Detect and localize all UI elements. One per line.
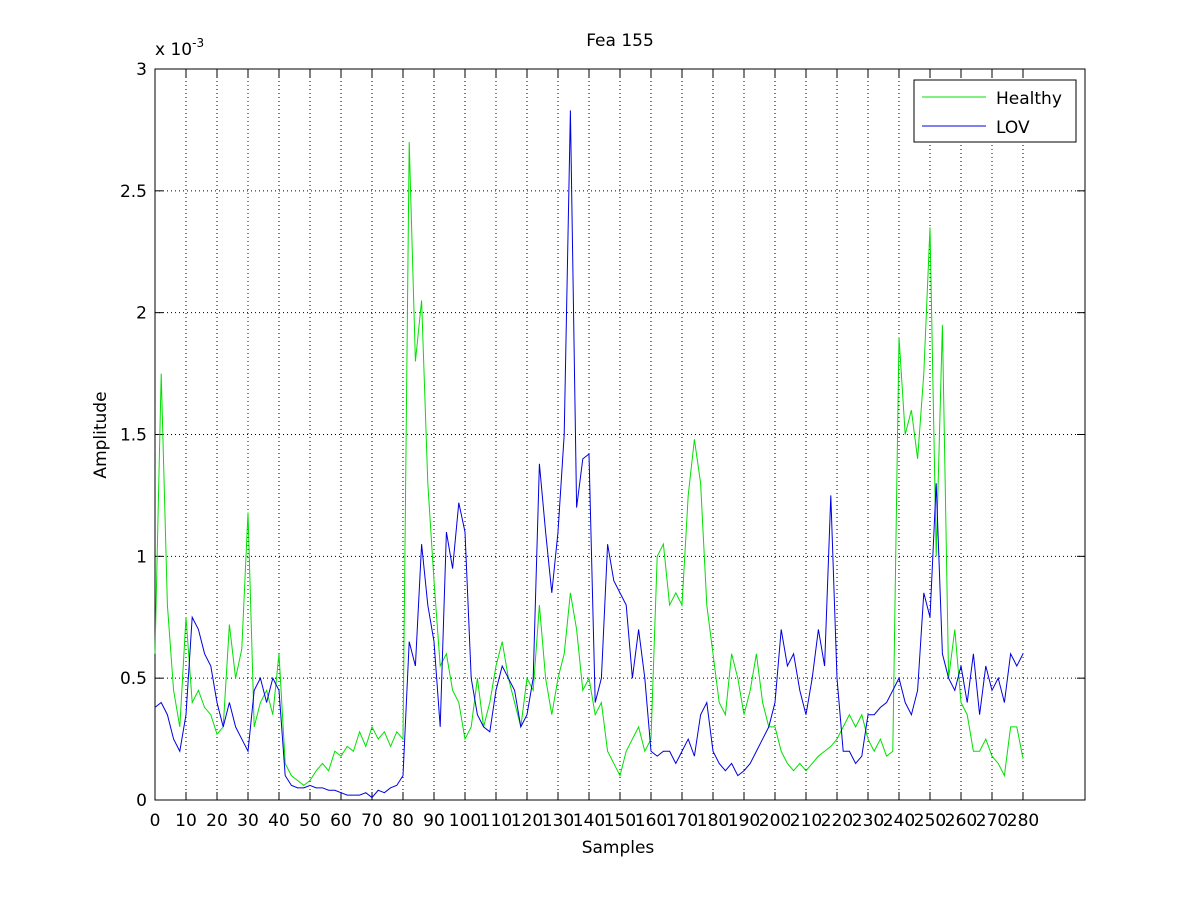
x-tick-label: 140	[573, 811, 605, 831]
x-tick-label: 90	[423, 811, 445, 831]
y-tick-label: 3	[136, 60, 147, 80]
x-tick-label: 260	[945, 811, 977, 831]
series-line	[154, 110, 1024, 799]
x-tick-label: 20	[206, 811, 228, 831]
x-tick-label: 240	[883, 811, 915, 831]
x-tick-label: 60	[330, 811, 352, 831]
x-tick-label: 0	[150, 811, 161, 831]
y-tick-label: 2	[136, 304, 147, 324]
x-tick-label: 170	[666, 811, 698, 831]
x-tick-label: 270	[976, 811, 1008, 831]
x-tick-label: 30	[237, 811, 259, 831]
x-tick-label: 200	[759, 811, 791, 831]
y-axis-label: Amplitude	[91, 391, 111, 478]
chart-title: Fea 155	[586, 31, 654, 51]
x-tick-label: 150	[604, 811, 636, 831]
y-tick-label: 1.5	[120, 426, 147, 446]
y-multiplier-base: x 10	[155, 40, 192, 60]
x-tick-label: 70	[361, 811, 383, 831]
x-tick-label: 80	[392, 811, 414, 831]
x-tick-label: 190	[728, 811, 760, 831]
y-tick-label: 0.5	[120, 669, 147, 689]
y-tick-label: 2.5	[120, 182, 147, 202]
y-tick-label: 1	[136, 547, 147, 567]
y-multiplier-exponent: -3	[192, 36, 204, 50]
series-line	[154, 142, 1024, 787]
x-tick-label: 100	[449, 811, 481, 831]
y-multiplier: x 10-3	[155, 36, 204, 60]
x-tick-label: 110	[480, 811, 512, 831]
x-tick-label: 40	[268, 811, 290, 831]
x-tick-label: 10	[175, 811, 197, 831]
x-tick-label: 120	[511, 811, 543, 831]
legend-box	[913, 79, 1077, 143]
x-tick-label: 230	[852, 811, 884, 831]
x-tick-label: 250	[914, 811, 946, 831]
x-tick-label: 280	[1007, 811, 1039, 831]
y-tick-label: 0	[136, 791, 147, 811]
x-tick-label: 160	[635, 811, 667, 831]
x-tick-label: 220	[821, 811, 853, 831]
x-tick-label: 50	[299, 811, 321, 831]
x-axis-label: Samples	[582, 838, 655, 858]
legend-label: LOV	[996, 118, 1030, 138]
x-tick-label: 130	[542, 811, 574, 831]
plot-frame	[154, 68, 1086, 801]
x-tick-label: 180	[697, 811, 729, 831]
legend-label: Healthy	[996, 89, 1062, 109]
x-tick-label: 210	[790, 811, 822, 831]
